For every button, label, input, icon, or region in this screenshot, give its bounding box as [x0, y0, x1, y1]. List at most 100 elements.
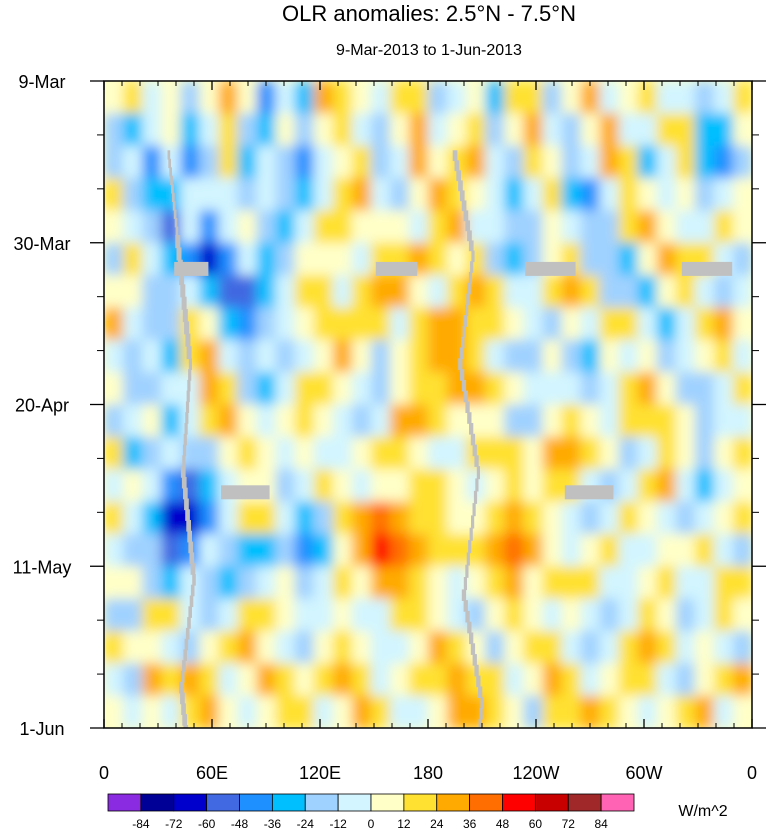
field-cell: [313, 81, 334, 114]
missing-segment: [478, 730, 481, 742]
field-cell: [637, 275, 658, 309]
field-cell: [599, 339, 620, 373]
missing-segment: [185, 412, 189, 424]
field-cell: [237, 81, 258, 114]
field-cell: [466, 113, 486, 147]
field-cell: [256, 145, 277, 179]
y-tick-label: 11-May: [13, 557, 72, 577]
missing-segment: [167, 150, 171, 160]
field-cell: [313, 663, 334, 697]
field-cell: [104, 630, 124, 664]
field-cell: [599, 630, 620, 664]
missing-bar: [681, 261, 733, 276]
field-cell: [523, 566, 543, 600]
field-cell: [732, 178, 752, 211]
colorbar-swatch: [206, 793, 240, 812]
field-cell: [180, 145, 200, 179]
missing-segment: [180, 692, 185, 705]
field-cell: [275, 372, 296, 406]
field-cell: [599, 307, 620, 341]
field-cell: [504, 339, 524, 373]
field-cell: [504, 469, 524, 503]
field-cell: [599, 695, 620, 728]
field-cell: [408, 501, 429, 535]
missing-segment: [183, 487, 188, 500]
field-cell: [370, 436, 391, 470]
field-cell: [123, 566, 143, 600]
field-cell: [370, 404, 391, 438]
field-cell: [637, 566, 658, 600]
field-cell: [104, 307, 124, 341]
field-cell: [504, 695, 524, 728]
field-cell: [694, 436, 715, 470]
field-cell: [332, 630, 353, 664]
field-cell: [142, 81, 162, 114]
field-cell: [580, 630, 601, 664]
field-cell: [389, 113, 410, 147]
field-cell: [561, 663, 582, 697]
missing-segment: [182, 714, 187, 726]
field-cell: [104, 275, 124, 309]
field-cell: [370, 663, 391, 697]
field-cell: [732, 533, 752, 567]
field-cell: [313, 533, 334, 567]
field-cell: [523, 630, 543, 664]
field-cell: [389, 210, 410, 244]
missing-segment: [474, 455, 479, 467]
field-cell: [237, 501, 258, 535]
field-cell: [351, 598, 372, 632]
field-cell: [389, 372, 410, 406]
missing-segment: [472, 654, 477, 666]
field-cell: [237, 630, 258, 664]
field-cell: [180, 113, 200, 147]
field-cell: [599, 404, 620, 438]
field-cell: [523, 210, 543, 244]
missing-segment: [458, 180, 463, 192]
field-cell: [466, 145, 486, 179]
field-cell: [218, 275, 239, 309]
field-cell: [275, 533, 296, 567]
field-cell: [713, 372, 734, 406]
field-cell: [656, 372, 677, 406]
missing-segment: [467, 621, 472, 634]
missing-segment: [471, 515, 475, 529]
field-cell: [561, 307, 582, 341]
field-cell: [561, 210, 582, 244]
field-cell: [237, 242, 258, 276]
field-cell: [237, 113, 258, 147]
field-cell: [123, 242, 143, 276]
field-cell: [142, 307, 162, 341]
field-cell: [237, 566, 258, 600]
field-cell: [180, 630, 200, 664]
field-cell: [142, 566, 162, 600]
missing-segment: [461, 379, 467, 392]
field-cell: [256, 404, 277, 438]
missing-segment: [479, 708, 483, 720]
field-cell: [428, 275, 448, 309]
field-cell: [199, 372, 219, 406]
field-cell: [542, 630, 563, 664]
field-cell: [561, 436, 582, 470]
field-cell: [294, 145, 315, 179]
field-cell: [370, 81, 391, 114]
field-cell: [713, 501, 734, 535]
field-cell: [713, 307, 734, 341]
field-cell: [408, 210, 429, 244]
field-cell: [523, 339, 543, 373]
missing-segment: [189, 779, 194, 791]
field-cell: [504, 663, 524, 697]
field-cell: [485, 469, 505, 503]
field-cell: [485, 210, 505, 244]
field-cell: [599, 145, 620, 179]
field-cell: [637, 81, 658, 114]
field-cell: [561, 695, 582, 728]
field-cell: [332, 145, 353, 179]
field-cell: [428, 178, 448, 211]
field-cell: [104, 436, 124, 470]
field-cell: [218, 339, 239, 373]
field-cell: [523, 307, 543, 341]
field-cell: [504, 275, 524, 309]
missing-segment: [474, 773, 477, 785]
colorbar-swatch: [370, 793, 405, 812]
field-cell: [504, 436, 524, 470]
